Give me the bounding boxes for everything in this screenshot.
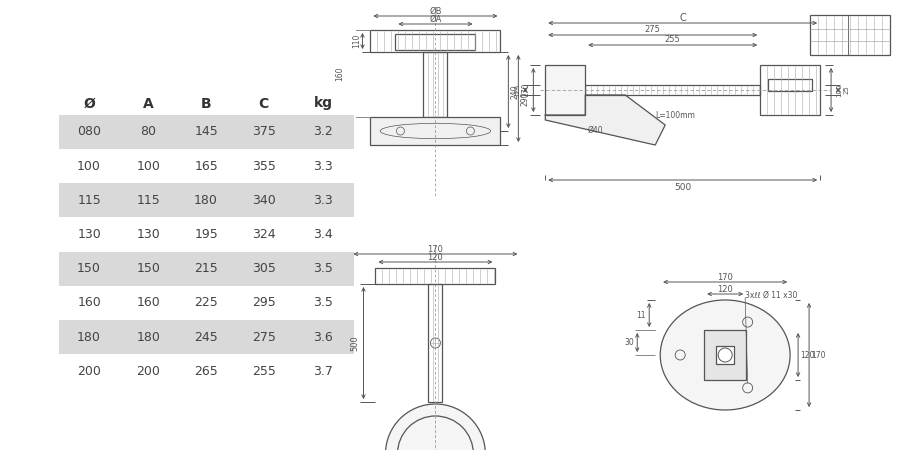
Bar xyxy=(58,252,354,286)
Bar xyxy=(58,286,354,320)
Bar xyxy=(585,85,760,95)
Text: 375: 375 xyxy=(252,126,275,138)
Text: 3.6: 3.6 xyxy=(313,331,333,343)
Text: 324: 324 xyxy=(252,228,275,241)
Text: 180: 180 xyxy=(77,331,101,343)
Text: 255: 255 xyxy=(665,36,680,45)
Text: 100: 100 xyxy=(137,160,160,172)
Text: 215: 215 xyxy=(194,262,218,275)
Polygon shape xyxy=(545,95,665,145)
Text: L=100mm: L=100mm xyxy=(655,111,695,120)
Text: 100: 100 xyxy=(77,160,101,172)
Text: 170: 170 xyxy=(521,83,530,97)
Text: 305: 305 xyxy=(252,262,275,275)
Text: 120: 120 xyxy=(428,253,444,262)
Text: 200: 200 xyxy=(77,365,101,378)
Text: 340: 340 xyxy=(252,194,275,207)
Text: 3.2: 3.2 xyxy=(313,126,333,138)
Text: 125: 125 xyxy=(515,83,520,97)
Text: 180: 180 xyxy=(137,331,160,343)
Text: 3.7: 3.7 xyxy=(313,365,333,378)
Bar xyxy=(58,149,354,183)
Text: 3.3: 3.3 xyxy=(313,194,333,207)
Text: C: C xyxy=(680,13,686,23)
Text: Ø40: Ø40 xyxy=(588,126,603,135)
Text: 100: 100 xyxy=(836,83,842,97)
Text: B: B xyxy=(201,96,212,111)
Bar xyxy=(810,15,890,55)
Text: 170: 170 xyxy=(717,273,734,282)
Text: 160: 160 xyxy=(335,66,344,81)
Text: 295: 295 xyxy=(252,297,275,309)
Text: 500: 500 xyxy=(674,183,691,192)
Bar xyxy=(58,320,354,354)
Text: 150: 150 xyxy=(77,262,101,275)
Bar xyxy=(371,30,500,52)
Text: C: C xyxy=(258,96,269,111)
Text: 265: 265 xyxy=(194,365,218,378)
Text: 130: 130 xyxy=(77,228,101,241)
Text: 30: 30 xyxy=(625,338,634,347)
Text: 120: 120 xyxy=(800,351,814,360)
Text: 255: 255 xyxy=(252,365,275,378)
Text: 80: 80 xyxy=(140,126,157,138)
Circle shape xyxy=(385,404,485,450)
Bar xyxy=(375,268,495,284)
Text: ØA: ØA xyxy=(429,14,442,23)
Text: 160: 160 xyxy=(137,297,160,309)
Text: 200: 200 xyxy=(137,365,160,378)
Text: 3.5: 3.5 xyxy=(313,262,333,275)
Text: 275: 275 xyxy=(252,331,275,343)
Bar xyxy=(371,117,500,145)
Text: A: A xyxy=(143,96,154,111)
Text: 170: 170 xyxy=(811,351,825,360)
Text: 080: 080 xyxy=(77,126,101,138)
Bar xyxy=(716,346,734,364)
Text: 3.4: 3.4 xyxy=(313,228,333,241)
Bar xyxy=(428,284,443,402)
Text: 3.5: 3.5 xyxy=(313,297,333,309)
Bar xyxy=(760,65,820,115)
Text: ØB: ØB xyxy=(429,6,442,15)
Text: 3.3: 3.3 xyxy=(313,160,333,172)
Bar xyxy=(423,52,447,117)
Text: 115: 115 xyxy=(137,194,160,207)
Text: 25: 25 xyxy=(843,86,849,94)
Text: 160: 160 xyxy=(77,297,101,309)
Text: 195: 195 xyxy=(194,228,218,241)
Text: 355: 355 xyxy=(252,160,275,172)
Text: 110: 110 xyxy=(352,34,361,48)
Bar xyxy=(545,65,585,115)
Bar xyxy=(58,354,354,388)
Text: 170: 170 xyxy=(428,244,444,253)
Text: 165: 165 xyxy=(194,160,218,172)
Ellipse shape xyxy=(661,300,790,410)
Bar xyxy=(768,79,812,91)
Bar xyxy=(58,115,354,149)
Text: 225: 225 xyxy=(194,297,218,309)
Text: 11: 11 xyxy=(636,310,646,320)
Text: 500: 500 xyxy=(350,335,359,351)
Text: 245: 245 xyxy=(194,331,218,343)
Text: 150: 150 xyxy=(137,262,160,275)
Text: 120: 120 xyxy=(717,285,733,294)
Bar xyxy=(58,217,354,252)
Text: 115: 115 xyxy=(77,194,101,207)
Bar xyxy=(704,330,746,380)
Text: 3xℓℓ Ø 11 x30: 3xℓℓ Ø 11 x30 xyxy=(745,291,797,300)
Text: 145: 145 xyxy=(194,126,218,138)
Bar xyxy=(395,34,475,50)
Text: 240: 240 xyxy=(511,84,520,99)
Text: 290: 290 xyxy=(521,91,530,106)
Text: 130: 130 xyxy=(137,228,160,241)
Text: Ø: Ø xyxy=(83,96,95,111)
Text: 275: 275 xyxy=(644,26,661,35)
Text: kg: kg xyxy=(313,96,333,111)
Bar xyxy=(58,183,354,217)
Text: 180: 180 xyxy=(194,194,218,207)
